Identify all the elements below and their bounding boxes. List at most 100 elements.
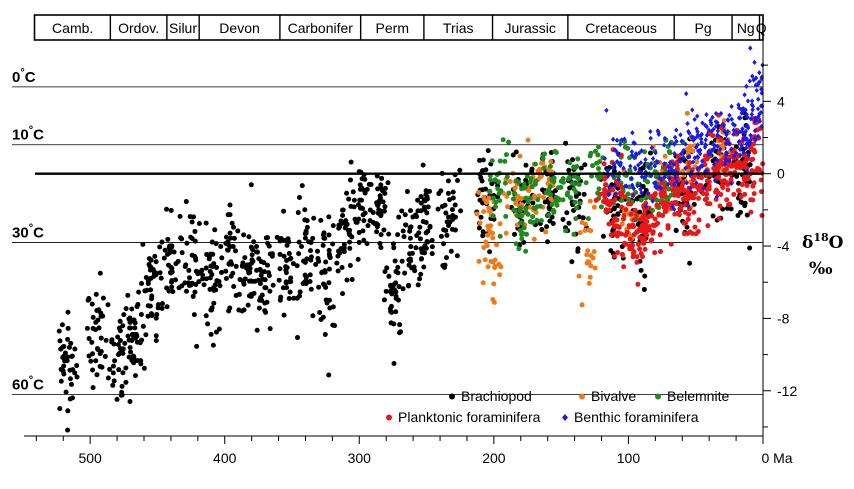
data-point — [164, 206, 170, 212]
data-point — [318, 217, 324, 223]
data-point — [512, 185, 518, 191]
data-point — [393, 309, 399, 315]
data-point — [698, 183, 704, 189]
data-point — [643, 203, 649, 209]
data-point — [647, 227, 653, 233]
data-point — [571, 173, 577, 179]
data-point — [566, 174, 572, 180]
legend-item: Belemnite — [655, 388, 729, 404]
data-point — [710, 133, 716, 139]
data-point — [478, 214, 484, 220]
data-point — [687, 260, 693, 266]
data-point — [382, 204, 388, 210]
data-point — [98, 335, 104, 341]
data-point — [628, 163, 633, 169]
data-point — [615, 159, 620, 165]
data-point — [742, 92, 747, 98]
data-point — [481, 208, 487, 214]
data-point — [745, 139, 751, 145]
data-point — [736, 115, 742, 121]
data-point — [378, 182, 384, 188]
data-point — [425, 204, 431, 210]
data-point — [487, 177, 493, 183]
data-point — [86, 336, 92, 342]
data-point — [572, 199, 578, 205]
data-point — [223, 268, 229, 274]
data-point — [629, 152, 635, 158]
data-point — [611, 253, 617, 259]
data-point — [510, 152, 516, 158]
data-point — [560, 197, 566, 203]
data-point — [673, 175, 678, 181]
data-point — [640, 184, 646, 190]
data-point — [715, 133, 720, 139]
data-point — [110, 363, 116, 369]
data-point — [86, 296, 92, 302]
data-point — [718, 192, 724, 198]
data-point — [685, 203, 691, 209]
data-point — [165, 236, 171, 242]
data-point — [182, 280, 188, 286]
data-point — [598, 204, 604, 210]
data-point — [575, 156, 581, 162]
data-point — [666, 149, 672, 155]
data-point — [251, 290, 257, 296]
data-point — [424, 210, 430, 216]
data-point — [149, 313, 155, 319]
data-point — [415, 282, 421, 288]
data-point — [121, 312, 127, 318]
data-point — [111, 341, 117, 347]
data-point — [422, 250, 428, 256]
data-point — [512, 207, 518, 213]
data-point — [308, 254, 314, 260]
legend-label: Brachiopod — [461, 388, 532, 404]
data-point — [208, 331, 214, 337]
data-point — [685, 196, 691, 202]
data-point — [706, 183, 712, 189]
data-point — [287, 256, 293, 262]
data-point — [734, 160, 740, 166]
data-points — [56, 45, 766, 433]
data-point — [164, 285, 170, 291]
data-point — [585, 216, 591, 222]
data-point — [194, 343, 200, 349]
data-point — [546, 212, 552, 218]
data-point — [549, 176, 555, 182]
data-point — [685, 231, 691, 237]
data-point — [497, 233, 503, 239]
period-label: Jurassic — [505, 20, 556, 36]
data-point — [736, 138, 742, 145]
data-point — [241, 280, 247, 286]
data-point — [582, 227, 588, 233]
data-point — [304, 218, 310, 224]
temperature-label: 30°C — [12, 222, 44, 241]
data-point — [256, 305, 262, 311]
data-point — [741, 149, 746, 155]
data-point — [658, 200, 664, 206]
data-point — [667, 159, 673, 166]
data-point — [179, 236, 185, 242]
data-point — [721, 118, 727, 124]
data-point — [211, 261, 217, 267]
data-point — [340, 291, 346, 297]
data-point — [571, 231, 577, 237]
data-point — [685, 151, 691, 157]
data-point — [532, 161, 538, 167]
data-point — [625, 145, 631, 151]
data-point — [629, 175, 634, 181]
data-point — [183, 199, 189, 205]
data-point — [631, 185, 636, 191]
data-point — [177, 213, 183, 219]
data-point — [724, 150, 729, 156]
data-point — [681, 155, 686, 161]
data-point — [633, 166, 638, 172]
y-tick-label: -4 — [777, 238, 790, 254]
data-point — [735, 212, 741, 218]
data-point — [749, 98, 755, 104]
data-point — [295, 210, 301, 216]
data-point — [511, 190, 517, 196]
data-point — [644, 219, 650, 225]
data-point — [752, 128, 758, 134]
data-point — [609, 186, 615, 192]
temperature-label: 0°C — [12, 67, 36, 86]
